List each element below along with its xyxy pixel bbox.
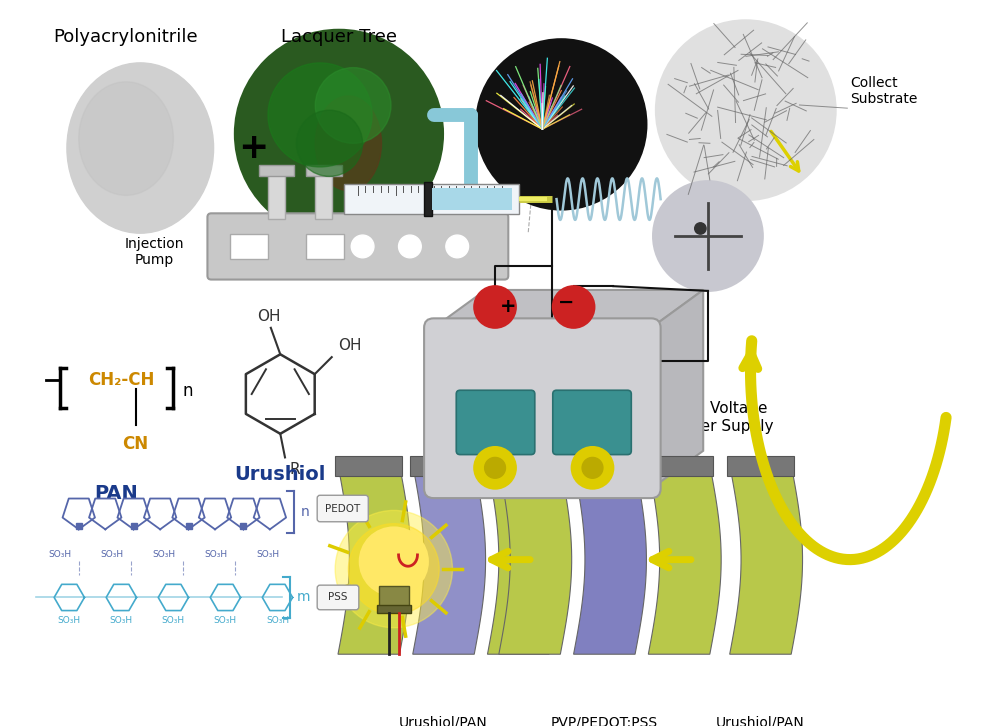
Polygon shape <box>338 465 411 654</box>
Polygon shape <box>499 465 571 654</box>
Bar <box>315 171 332 219</box>
Polygon shape <box>570 455 638 476</box>
Circle shape <box>315 68 391 143</box>
Circle shape <box>360 527 428 595</box>
Text: Polyacrylonitrile: Polyacrylonitrile <box>54 28 198 46</box>
Bar <box>432 188 512 211</box>
Circle shape <box>351 235 374 258</box>
Polygon shape <box>413 465 485 654</box>
Bar <box>230 234 268 258</box>
Text: SO₃H: SO₃H <box>110 616 133 625</box>
Bar <box>306 234 343 258</box>
Text: Collect
Substrate: Collect Substrate <box>850 76 918 107</box>
Circle shape <box>653 182 763 291</box>
Polygon shape <box>434 290 703 328</box>
Text: OH: OH <box>257 309 281 324</box>
Circle shape <box>485 457 506 478</box>
Circle shape <box>268 63 372 167</box>
Text: R: R <box>290 462 301 477</box>
Text: SO₃H: SO₃H <box>153 550 176 559</box>
Text: CH₂-CH: CH₂-CH <box>88 371 155 389</box>
FancyBboxPatch shape <box>425 318 661 498</box>
Text: m: m <box>297 590 310 605</box>
Bar <box>343 184 519 214</box>
Circle shape <box>553 286 594 328</box>
FancyBboxPatch shape <box>553 391 631 454</box>
Circle shape <box>474 447 516 489</box>
Ellipse shape <box>78 82 174 195</box>
Ellipse shape <box>315 96 382 191</box>
Text: SO₃H: SO₃H <box>204 550 227 559</box>
Text: PAN: PAN <box>94 484 139 503</box>
Circle shape <box>235 30 443 238</box>
Bar <box>379 586 409 607</box>
Text: PVP/PEDOT:PSS: PVP/PEDOT:PSS <box>551 716 658 726</box>
Text: PSS: PSS <box>328 592 348 603</box>
Text: SO₃H: SO₃H <box>214 616 237 625</box>
Text: SO₃H: SO₃H <box>256 550 280 559</box>
Text: High Voltage
Power Supply: High Voltage Power Supply <box>670 401 774 434</box>
Circle shape <box>348 523 439 614</box>
FancyBboxPatch shape <box>317 495 368 522</box>
Text: SO₃H: SO₃H <box>58 616 81 625</box>
Text: SO₃H: SO₃H <box>162 616 185 625</box>
Text: SO₃H: SO₃H <box>49 550 71 559</box>
Polygon shape <box>573 465 647 654</box>
Polygon shape <box>651 290 703 489</box>
Text: n: n <box>183 382 193 400</box>
Circle shape <box>399 235 422 258</box>
Text: +: + <box>239 131 269 165</box>
Polygon shape <box>335 455 403 476</box>
Bar <box>259 165 295 176</box>
Text: PEDOT: PEDOT <box>325 504 360 513</box>
Text: Injection
Pump: Injection Pump <box>125 237 185 267</box>
Text: CN: CN <box>122 435 149 453</box>
Bar <box>377 605 411 613</box>
FancyBboxPatch shape <box>456 391 535 454</box>
Text: −: − <box>558 293 574 311</box>
Circle shape <box>582 457 603 478</box>
Text: SO₃H: SO₃H <box>266 616 289 625</box>
Text: Urushiol/PAN: Urushiol/PAN <box>399 716 487 726</box>
Circle shape <box>656 20 835 200</box>
Circle shape <box>694 223 706 234</box>
Text: Lacquer Tree: Lacquer Tree <box>281 28 397 46</box>
Circle shape <box>476 39 647 210</box>
Polygon shape <box>496 455 563 476</box>
Circle shape <box>335 510 452 628</box>
Text: +: + <box>500 298 516 317</box>
Text: OH: OH <box>338 338 362 354</box>
Bar <box>425 182 432 216</box>
Ellipse shape <box>66 63 213 233</box>
Text: Urushiol/PAN: Urushiol/PAN <box>715 716 805 726</box>
Circle shape <box>571 447 613 489</box>
Polygon shape <box>646 455 712 476</box>
Polygon shape <box>727 455 794 476</box>
Bar <box>268 171 285 219</box>
FancyBboxPatch shape <box>207 213 508 280</box>
Bar <box>306 165 342 176</box>
Polygon shape <box>649 465 721 654</box>
Circle shape <box>474 286 516 328</box>
Circle shape <box>297 110 363 176</box>
Polygon shape <box>410 455 477 476</box>
Polygon shape <box>730 465 803 654</box>
Polygon shape <box>487 465 560 654</box>
Text: n: n <box>302 505 310 519</box>
Polygon shape <box>485 455 552 476</box>
Circle shape <box>445 235 468 258</box>
Text: Urushiol: Urushiol <box>234 465 326 484</box>
Text: SO₃H: SO₃H <box>100 550 123 559</box>
FancyBboxPatch shape <box>317 585 359 610</box>
